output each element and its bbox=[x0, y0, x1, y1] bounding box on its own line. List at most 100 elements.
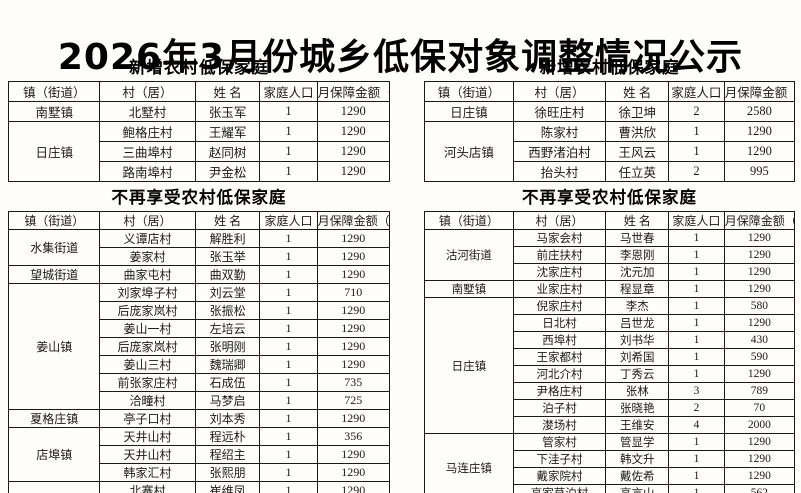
town-cell: 南墅镇 bbox=[424, 280, 514, 298]
column-header: 姓 名 bbox=[194, 81, 261, 102]
table-row: 日庄镇 倪家庄村 李杰 1 580 bbox=[424, 297, 796, 434]
village-cell: 沈家庄村 bbox=[512, 263, 607, 281]
table-row: 店埠镇 天井山村 程远朴 1 356 bbox=[7, 427, 391, 482]
table-row: 姜山三村 魏瑞卿 1 1290 bbox=[9, 355, 391, 374]
new-rural-table-left-holder: 镇（街道）村（居）姓 名家庭人口月保障金额（元）南墅镇北墅村张玉军11290日庄… bbox=[7, 81, 391, 182]
name-cell: 徐卫坤 bbox=[605, 101, 670, 122]
village-cell: 马家会村 bbox=[512, 229, 607, 247]
town-cell: 河头店镇 bbox=[424, 121, 514, 182]
stopped-rural-families-left: 镇（街道）村（居）姓 名家庭人口月保障金额（元）水集街道义谭店村解胜利11290… bbox=[7, 211, 391, 493]
village-cell: 北寨村 bbox=[99, 481, 196, 493]
town-cell: 南墅镇 bbox=[7, 101, 101, 122]
column-header: 村（居） bbox=[99, 211, 196, 230]
household-size-cell: 1 bbox=[259, 319, 318, 338]
village-cell: 姜家村 bbox=[99, 247, 196, 266]
monthly-amount-cell: 1290 bbox=[723, 121, 796, 142]
village-cell: 三曲埠村 bbox=[99, 141, 196, 162]
village-cell: 天井山村 bbox=[99, 445, 196, 464]
monthly-amount-cell: 789 bbox=[723, 382, 796, 400]
monthly-amount-cell: 995 bbox=[723, 161, 796, 182]
table-row: 后庞家岚村 张振松 1 1290 bbox=[9, 301, 391, 320]
household-size-cell: 1 bbox=[259, 101, 318, 122]
household-size-cell: 1 bbox=[259, 265, 318, 284]
column-header: 村（居） bbox=[512, 211, 607, 230]
section-title-new-rural-left: 新增农村低保家庭 bbox=[129, 58, 269, 77]
name-cell: 王风云 bbox=[605, 141, 670, 162]
table-row: 日庄镇 鲍格庄村 王耀军 1 1290 bbox=[7, 121, 391, 182]
monthly-amount-cell: 1290 bbox=[316, 463, 391, 482]
table-row: 马连庄镇 管家村 管显学 1 1290 bbox=[424, 433, 796, 493]
table-row: 河北介村 丁秀云 1 1290 bbox=[425, 365, 796, 383]
name-cell: 曹洪欣 bbox=[605, 121, 670, 142]
monthly-amount-cell: 1290 bbox=[316, 265, 391, 284]
table-row: 王家都村 刘希国 1 590 bbox=[425, 348, 796, 366]
column-header: 镇（街道） bbox=[7, 211, 101, 230]
household-size-cell: 1 bbox=[259, 121, 318, 142]
village-cell: 漤场村 bbox=[512, 416, 607, 434]
village-cell: 西野渚泊村 bbox=[512, 141, 607, 162]
monthly-amount-cell: 1290 bbox=[723, 365, 796, 383]
monthly-amount-cell: 1290 bbox=[723, 229, 796, 247]
column-header: 村（居） bbox=[512, 81, 607, 102]
right-column: 新增农村低保家庭 镇（街道）村（居）姓 名家庭人口月保障金额（元）日庄镇徐旺庄村… bbox=[424, 58, 796, 493]
village-cell: 后庞家岚村 bbox=[99, 301, 196, 320]
monthly-amount-cell: 1290 bbox=[316, 121, 391, 142]
village-cell: 刘家埠子村 bbox=[99, 283, 196, 302]
village-cell: 洽疃村 bbox=[99, 391, 196, 410]
name-cell: 张玉军 bbox=[194, 101, 261, 122]
household-size-cell: 1 bbox=[259, 301, 318, 320]
column-header: 姓 名 bbox=[605, 81, 670, 102]
village-cell: 徐旺庄村 bbox=[512, 101, 607, 122]
monthly-amount-cell: 1290 bbox=[316, 301, 391, 320]
household-size-cell: 1 bbox=[259, 463, 318, 482]
village-cell: 鲍格庄村 bbox=[99, 121, 196, 142]
table-row: 日庄镇 徐旺庄村 徐卫坤 2 2580 bbox=[424, 101, 796, 122]
village-cell: 抬头村 bbox=[512, 161, 607, 182]
household-size-cell: 1 bbox=[259, 355, 318, 374]
monthly-amount-cell: 1290 bbox=[316, 161, 391, 182]
column-header: 镇（街道） bbox=[7, 81, 101, 102]
column-header: 家庭人口 bbox=[668, 81, 725, 102]
stopped-rural-table-right-holder: 镇（街道）村（居）姓 名家庭人口月保障金额（元）沽河街道马家会村马世春11290… bbox=[424, 211, 796, 493]
household-size-cell: 1 bbox=[668, 467, 725, 485]
name-cell: 张林 bbox=[605, 382, 670, 400]
new-rural-families-left: 镇（街道）村（居）姓 名家庭人口月保障金额（元）南墅镇北墅村张玉军11290日庄… bbox=[7, 81, 391, 182]
village-cell: 河北介村 bbox=[512, 365, 607, 383]
column-header: 月保障金额（元） bbox=[723, 211, 796, 230]
monthly-amount-cell: 590 bbox=[723, 348, 796, 366]
household-size-cell: 1 bbox=[259, 409, 318, 428]
column-header: 月保障金额（元） bbox=[723, 81, 796, 102]
town-cell: 院上镇 bbox=[7, 481, 101, 493]
household-size-cell: 1 bbox=[259, 373, 318, 392]
name-cell: 张晓艳 bbox=[605, 399, 670, 417]
name-cell: 王维安 bbox=[605, 416, 670, 434]
table-row: 姜山一村 左培云 1 1290 bbox=[9, 319, 391, 338]
name-cell: 石成伍 bbox=[194, 373, 261, 392]
village-cell: 天井山村 bbox=[99, 427, 196, 446]
column-header: 姓 名 bbox=[194, 211, 261, 230]
village-cell: 北墅村 bbox=[99, 101, 196, 122]
town-cell: 水集街道 bbox=[7, 229, 101, 266]
monthly-amount-cell: 1290 bbox=[723, 141, 796, 162]
village-cell: 王家都村 bbox=[512, 348, 607, 366]
monthly-amount-cell: 1290 bbox=[316, 445, 391, 464]
column-header: 月保障金额（元） bbox=[316, 211, 391, 230]
stopped-rural-table-left-holder: 镇（街道）村（居）姓 名家庭人口月保障金额（元）水集街道义谭店村解胜利11290… bbox=[7, 211, 391, 493]
village-cell: 姜山一村 bbox=[99, 319, 196, 338]
monthly-amount-cell: 1290 bbox=[316, 337, 391, 356]
name-cell: 李杰 bbox=[605, 297, 670, 315]
household-size-cell: 1 bbox=[668, 450, 725, 468]
name-cell: 崔维凤 bbox=[194, 481, 261, 493]
town-cell: 日庄镇 bbox=[7, 121, 101, 182]
household-size-cell: 1 bbox=[668, 433, 725, 451]
name-cell: 戴佐希 bbox=[605, 467, 670, 485]
table-row: 漤场村 王维安 4 2000 bbox=[425, 416, 796, 434]
monthly-amount-cell: 1290 bbox=[316, 229, 391, 248]
village-cell: 戴家院村 bbox=[512, 467, 607, 485]
column-header: 镇（街道） bbox=[424, 211, 514, 230]
village-cell: 姜山三村 bbox=[99, 355, 196, 374]
name-cell: 曲双勤 bbox=[194, 265, 261, 284]
name-cell: 程远朴 bbox=[194, 427, 261, 446]
